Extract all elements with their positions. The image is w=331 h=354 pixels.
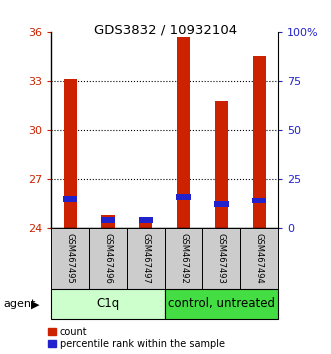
Bar [176,194,191,200]
Bar [89,228,127,289]
Text: GSM467494: GSM467494 [255,233,264,284]
Text: GSM467492: GSM467492 [179,233,188,284]
Text: GSM467496: GSM467496 [104,233,113,284]
Text: GSM467497: GSM467497 [141,233,150,284]
Bar [51,289,165,319]
Bar [215,101,228,228]
Bar [253,56,266,228]
Bar [63,196,77,202]
Bar [252,198,266,203]
Bar [64,79,77,228]
Bar [203,228,240,289]
Bar [214,201,229,207]
Bar [165,289,278,319]
Bar [101,217,115,223]
Text: GSM467495: GSM467495 [66,233,75,284]
Text: GSM467493: GSM467493 [217,233,226,284]
Text: control, untreated: control, untreated [168,297,275,310]
Text: ▶: ▶ [31,299,39,309]
Legend: count, percentile rank within the sample: count, percentile rank within the sample [48,327,224,349]
Text: agent: agent [3,299,36,309]
Bar [127,228,165,289]
Bar [101,215,115,228]
Text: C1q: C1q [96,297,119,310]
Bar [139,217,152,228]
Bar [51,228,89,289]
Bar [177,37,190,228]
Text: GDS3832 / 10932104: GDS3832 / 10932104 [94,23,237,36]
Bar [165,228,203,289]
Bar [138,217,153,223]
Bar [240,228,278,289]
